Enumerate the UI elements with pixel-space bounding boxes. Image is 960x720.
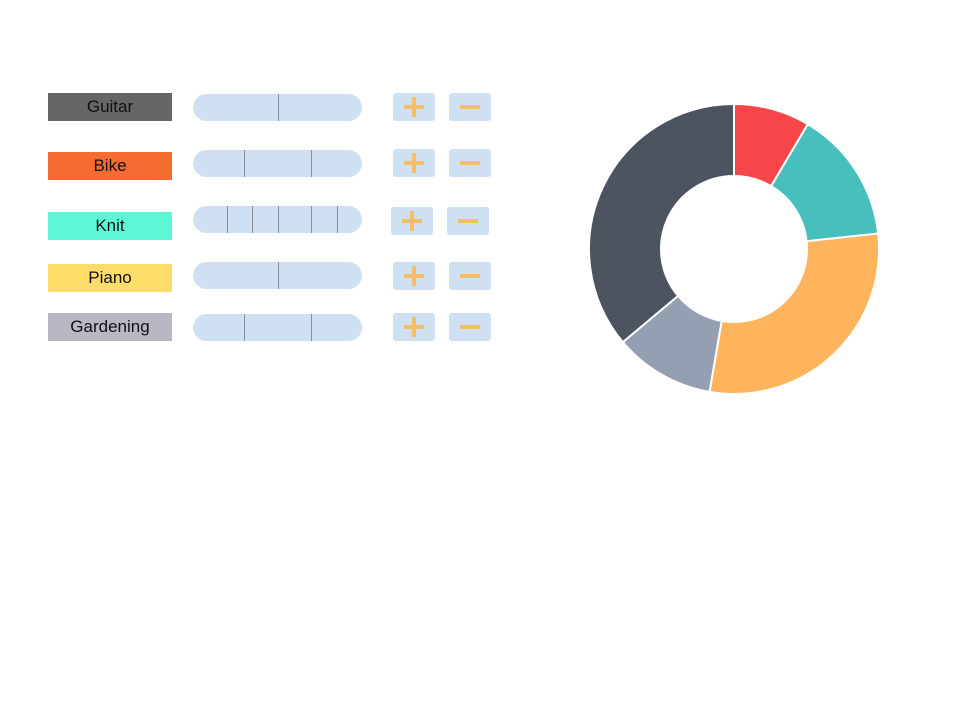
remove-piano-button[interactable] xyxy=(449,262,491,290)
hobby-label-bike: Bike xyxy=(48,152,172,180)
hobby-row-knit: Knit xyxy=(0,206,520,240)
add-knit-button[interactable] xyxy=(391,207,433,235)
add-guitar-button[interactable] xyxy=(393,93,435,121)
hobby-label-knit: Knit xyxy=(48,212,172,240)
slider-tick xyxy=(336,206,338,233)
slider-tick xyxy=(277,262,279,289)
slider-tick xyxy=(277,206,279,233)
slider-tick xyxy=(311,150,313,177)
add-gardening-button[interactable] xyxy=(393,313,435,341)
hobby-row-bike: Bike xyxy=(0,149,520,180)
hobby-label-guitar: Guitar xyxy=(48,93,172,121)
remove-guitar-button[interactable] xyxy=(449,93,491,121)
remove-gardening-button[interactable] xyxy=(449,313,491,341)
slider-tick xyxy=(252,206,254,233)
hobby-slider-knit[interactable] xyxy=(193,206,362,233)
remove-bike-button[interactable] xyxy=(449,149,491,177)
add-piano-button[interactable] xyxy=(393,262,435,290)
slider-tick xyxy=(277,94,279,121)
hobby-donut-chart xyxy=(588,102,880,395)
donut-slice[interactable] xyxy=(588,102,735,344)
remove-knit-button[interactable] xyxy=(447,207,489,235)
hobby-slider-piano[interactable] xyxy=(193,262,362,289)
hobby-row-piano: Piano xyxy=(0,262,520,292)
slider-tick xyxy=(311,314,313,341)
hobby-slider-bike[interactable] xyxy=(193,150,362,177)
slider-tick xyxy=(311,206,313,233)
add-bike-button[interactable] xyxy=(393,149,435,177)
slider-tick xyxy=(243,314,245,341)
hobby-slider-gardening[interactable] xyxy=(193,314,362,341)
hobby-row-gardening: Gardening xyxy=(0,313,520,341)
hobby-label-piano: Piano xyxy=(48,264,172,292)
slider-tick xyxy=(226,206,228,233)
slider-tick xyxy=(243,150,245,177)
hobby-row-guitar: Guitar xyxy=(0,93,520,121)
hobby-label-gardening: Gardening xyxy=(48,313,172,341)
donut-slice[interactable] xyxy=(708,232,880,395)
hobby-slider-guitar[interactable] xyxy=(193,94,362,121)
